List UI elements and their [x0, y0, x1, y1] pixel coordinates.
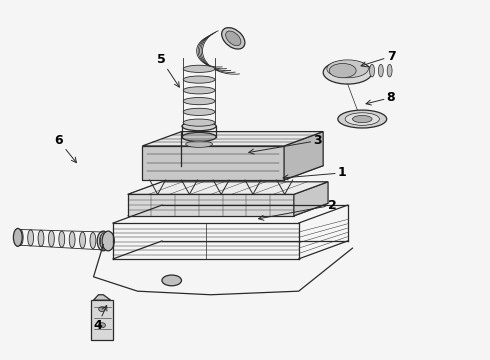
- Polygon shape: [294, 182, 328, 216]
- Ellipse shape: [183, 108, 215, 116]
- Ellipse shape: [79, 232, 85, 248]
- Ellipse shape: [162, 275, 181, 286]
- Ellipse shape: [329, 63, 356, 78]
- Ellipse shape: [345, 113, 379, 125]
- Ellipse shape: [183, 119, 215, 126]
- Ellipse shape: [183, 65, 215, 72]
- Polygon shape: [284, 132, 323, 180]
- Ellipse shape: [13, 228, 22, 246]
- Ellipse shape: [28, 230, 33, 246]
- Ellipse shape: [17, 229, 23, 246]
- Polygon shape: [143, 132, 323, 146]
- Ellipse shape: [97, 231, 109, 251]
- Polygon shape: [128, 203, 328, 216]
- Ellipse shape: [49, 231, 54, 247]
- Ellipse shape: [225, 31, 241, 46]
- Text: 5: 5: [157, 53, 179, 87]
- Ellipse shape: [182, 122, 216, 131]
- Text: 8: 8: [366, 91, 395, 105]
- Ellipse shape: [90, 233, 96, 249]
- Ellipse shape: [327, 60, 368, 78]
- Text: 2: 2: [259, 199, 337, 220]
- Ellipse shape: [186, 141, 213, 147]
- Ellipse shape: [102, 231, 114, 251]
- Ellipse shape: [99, 234, 107, 248]
- Ellipse shape: [183, 87, 215, 94]
- Ellipse shape: [69, 231, 75, 248]
- Text: 6: 6: [54, 134, 76, 163]
- Polygon shape: [128, 194, 294, 216]
- Ellipse shape: [378, 64, 383, 77]
- Polygon shape: [91, 300, 113, 339]
- Text: 1: 1: [283, 166, 346, 180]
- Text: 7: 7: [361, 50, 395, 67]
- Ellipse shape: [387, 64, 392, 77]
- Ellipse shape: [38, 230, 44, 246]
- Polygon shape: [94, 295, 111, 300]
- Ellipse shape: [323, 61, 372, 84]
- Ellipse shape: [100, 233, 106, 249]
- Circle shape: [98, 323, 105, 328]
- Ellipse shape: [183, 76, 215, 83]
- Ellipse shape: [221, 28, 245, 49]
- Text: 4: 4: [94, 306, 107, 332]
- Ellipse shape: [59, 231, 65, 247]
- Polygon shape: [143, 166, 323, 180]
- Ellipse shape: [182, 132, 216, 141]
- Polygon shape: [128, 182, 328, 194]
- Ellipse shape: [338, 110, 387, 128]
- Circle shape: [98, 307, 105, 312]
- Ellipse shape: [183, 98, 215, 105]
- Ellipse shape: [369, 64, 374, 77]
- Polygon shape: [143, 146, 284, 180]
- Text: 3: 3: [249, 134, 322, 154]
- Ellipse shape: [352, 116, 372, 123]
